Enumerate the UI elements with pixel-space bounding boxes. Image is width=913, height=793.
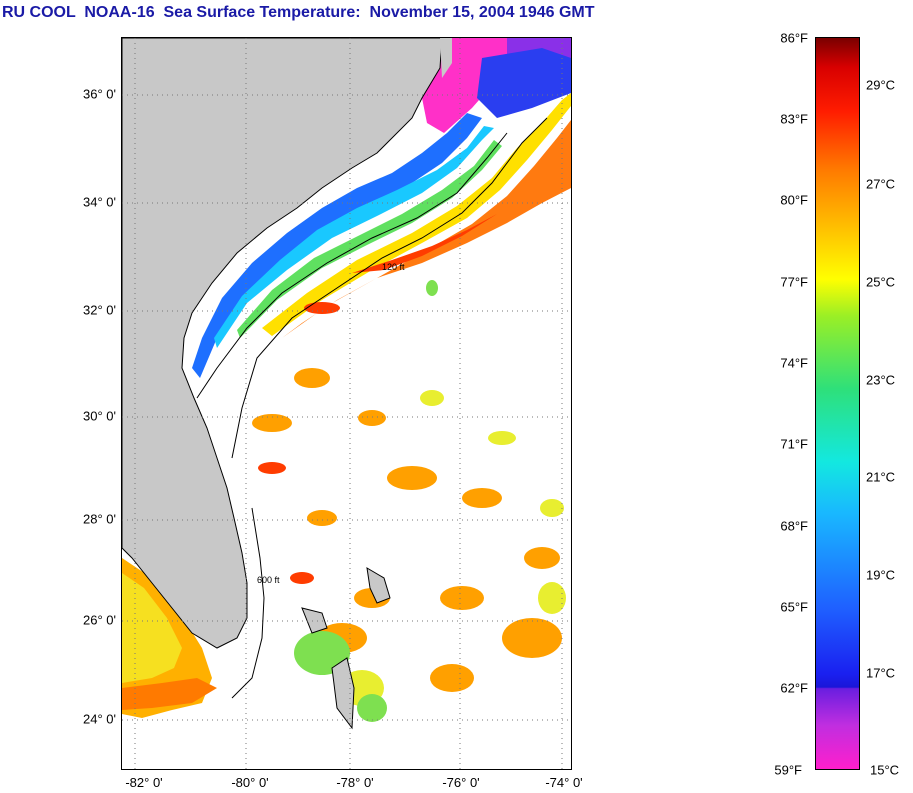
lat-label-26: 26° 0' (83, 612, 116, 628)
colorbar-c-25: 25°C (866, 274, 896, 290)
temperature-colorbar (815, 37, 860, 770)
colorbar-f-65: 65°F (780, 599, 808, 615)
colorbar-c-27: 27°C (866, 176, 896, 192)
colorbar-c-29: 29°C (866, 77, 896, 93)
lat-label-24: 24° 0' (83, 711, 116, 727)
colorbar-c-17: 17°C (866, 665, 896, 681)
lat-label-30: 30° 0' (83, 408, 116, 424)
colorbar-f-86: 86°F (780, 30, 808, 46)
scattered-red-patches (258, 302, 340, 584)
colorbar-f-59: 59°F (774, 762, 802, 778)
contour-label-600: 600 ft (257, 575, 280, 585)
contour-label-120: 120 ft (382, 262, 405, 272)
gridlines (122, 38, 571, 769)
land-mass (122, 38, 443, 649)
lat-label-36: 36° 0' (83, 86, 116, 102)
colorbar-c-23: 23°C (866, 372, 896, 388)
colorbar-f-83: 83°F (780, 111, 808, 127)
scattered-warm-patches (252, 368, 562, 692)
keys-orange (122, 678, 217, 710)
coastal-cyan-band (214, 126, 494, 348)
lat-label-32: 32° 0' (83, 302, 116, 318)
land-northeast-patch (440, 38, 452, 78)
lon-label-78: -78° 0' (336, 775, 374, 790)
lat-label-34: 34° 0' (83, 194, 116, 210)
gulf-stream-yellow (262, 93, 571, 336)
northeast-blue-water (477, 48, 571, 118)
colorbar-f-68: 68°F (780, 518, 808, 534)
chart-title: RU COOL NOAA-16 Sea Surface Temperature:… (2, 4, 595, 21)
lon-label-76: -76° 0' (442, 775, 480, 790)
gulf-yellow-water (122, 573, 182, 683)
colorbar-f-71: 71°F (780, 436, 808, 452)
lon-label-74: -74° 0' (545, 775, 583, 790)
colorbar-f-74: 74°F (780, 355, 808, 371)
bahamas-islands (301, 567, 391, 730)
colorbar-f-62: 62°F (780, 680, 808, 696)
colorbar-c-21: 21°C (866, 469, 896, 485)
lon-label-80: -80° 0' (231, 775, 269, 790)
colorbar-f-77: 77°F (780, 274, 808, 290)
colorbar-c-19: 19°C (866, 567, 896, 583)
map-svg: 120 ft 600 ft (122, 38, 571, 769)
colorbar-f-80: 80°F (780, 192, 808, 208)
bathymetry-contours (196, 117, 548, 699)
scattered-green-patches (221, 280, 438, 722)
sst-map[interactable]: 120 ft 600 ft (121, 37, 572, 770)
lat-label-28: 28° 0' (83, 511, 116, 527)
colorbar-c-15: 15°C (870, 762, 900, 778)
coastal-cold-band (192, 113, 482, 378)
lon-label-82: -82° 0' (125, 775, 163, 790)
